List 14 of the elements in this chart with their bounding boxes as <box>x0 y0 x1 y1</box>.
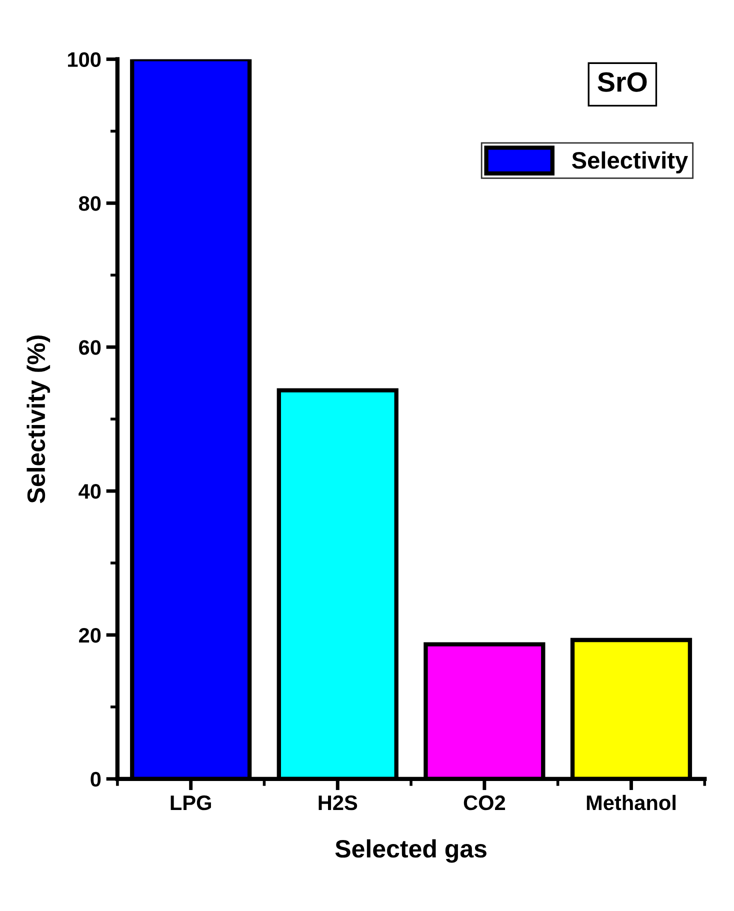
y-tick-label: 0 <box>90 772 101 787</box>
x-tick-label: CO2 <box>464 795 506 810</box>
x-tick-label: H2S <box>318 795 358 810</box>
y-tick-label: 20 <box>79 628 101 643</box>
y-axis-title: Selectivity (%) <box>26 336 50 504</box>
y-tick-label: 60 <box>79 340 101 355</box>
x-tick-label: Methanol <box>586 794 676 810</box>
y-tick-label: 100 <box>68 52 101 67</box>
legend-label: Selectivity <box>572 151 688 174</box>
y-tick-label: 80 <box>78 196 101 211</box>
y-tick-label: 40 <box>78 484 101 499</box>
x-tick-label: LPG <box>170 795 211 810</box>
x-axis-title: Selected gas <box>335 839 486 863</box>
annotation: SrO <box>598 72 647 92</box>
